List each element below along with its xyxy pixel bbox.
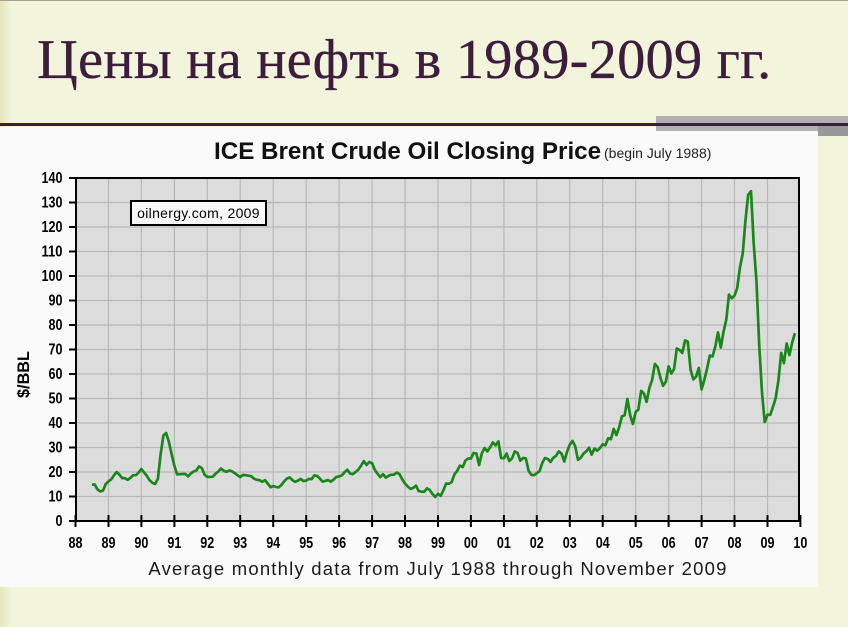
svg-text:80: 80 bbox=[49, 317, 63, 334]
svg-text:95: 95 bbox=[299, 535, 313, 552]
svg-text:97: 97 bbox=[365, 535, 379, 552]
svg-text:10: 10 bbox=[49, 489, 63, 506]
svg-text:120: 120 bbox=[42, 219, 63, 236]
svg-text:99: 99 bbox=[431, 535, 445, 552]
svg-text:91: 91 bbox=[167, 535, 181, 552]
svg-text:130: 130 bbox=[42, 195, 63, 212]
svg-text:70: 70 bbox=[49, 342, 63, 359]
svg-text:09: 09 bbox=[761, 535, 775, 552]
svg-text:20: 20 bbox=[49, 464, 63, 481]
svg-text:$/BBL: $/BBL bbox=[14, 351, 33, 398]
svg-text:89: 89 bbox=[102, 535, 116, 552]
svg-text:(begin July 1988): (begin July 1988) bbox=[604, 145, 711, 161]
svg-text:96: 96 bbox=[332, 535, 346, 552]
svg-text:03: 03 bbox=[563, 535, 577, 552]
svg-text:93: 93 bbox=[233, 535, 247, 552]
svg-text:oilnergy.com, 2009: oilnergy.com, 2009 bbox=[137, 205, 260, 221]
svg-text:100: 100 bbox=[42, 268, 63, 285]
svg-text:00: 00 bbox=[464, 535, 478, 552]
svg-text:01: 01 bbox=[497, 535, 511, 552]
svg-text:90: 90 bbox=[134, 535, 148, 552]
svg-text:04: 04 bbox=[596, 535, 610, 552]
svg-text:98: 98 bbox=[398, 535, 412, 552]
svg-text:05: 05 bbox=[629, 535, 643, 552]
svg-text:90: 90 bbox=[49, 293, 63, 310]
svg-text:ICE Brent Crude Oil Closing Pr: ICE Brent Crude Oil Closing Price bbox=[214, 138, 601, 165]
svg-text:60: 60 bbox=[49, 366, 63, 383]
svg-text:30: 30 bbox=[49, 440, 63, 457]
svg-text:Average monthly data from July: Average monthly data from July 1988 thro… bbox=[148, 558, 727, 579]
svg-text:50: 50 bbox=[49, 391, 63, 408]
svg-text:02: 02 bbox=[530, 535, 544, 552]
svg-text:0: 0 bbox=[56, 513, 63, 530]
svg-text:08: 08 bbox=[728, 535, 742, 552]
svg-text:06: 06 bbox=[662, 535, 676, 552]
svg-text:07: 07 bbox=[695, 535, 709, 552]
svg-text:94: 94 bbox=[266, 535, 280, 552]
svg-text:10: 10 bbox=[793, 535, 807, 552]
svg-text:140: 140 bbox=[42, 170, 63, 187]
svg-text:88: 88 bbox=[69, 535, 83, 552]
svg-text:40: 40 bbox=[49, 415, 63, 432]
svg-text:92: 92 bbox=[200, 535, 214, 552]
svg-text:110: 110 bbox=[42, 244, 63, 261]
